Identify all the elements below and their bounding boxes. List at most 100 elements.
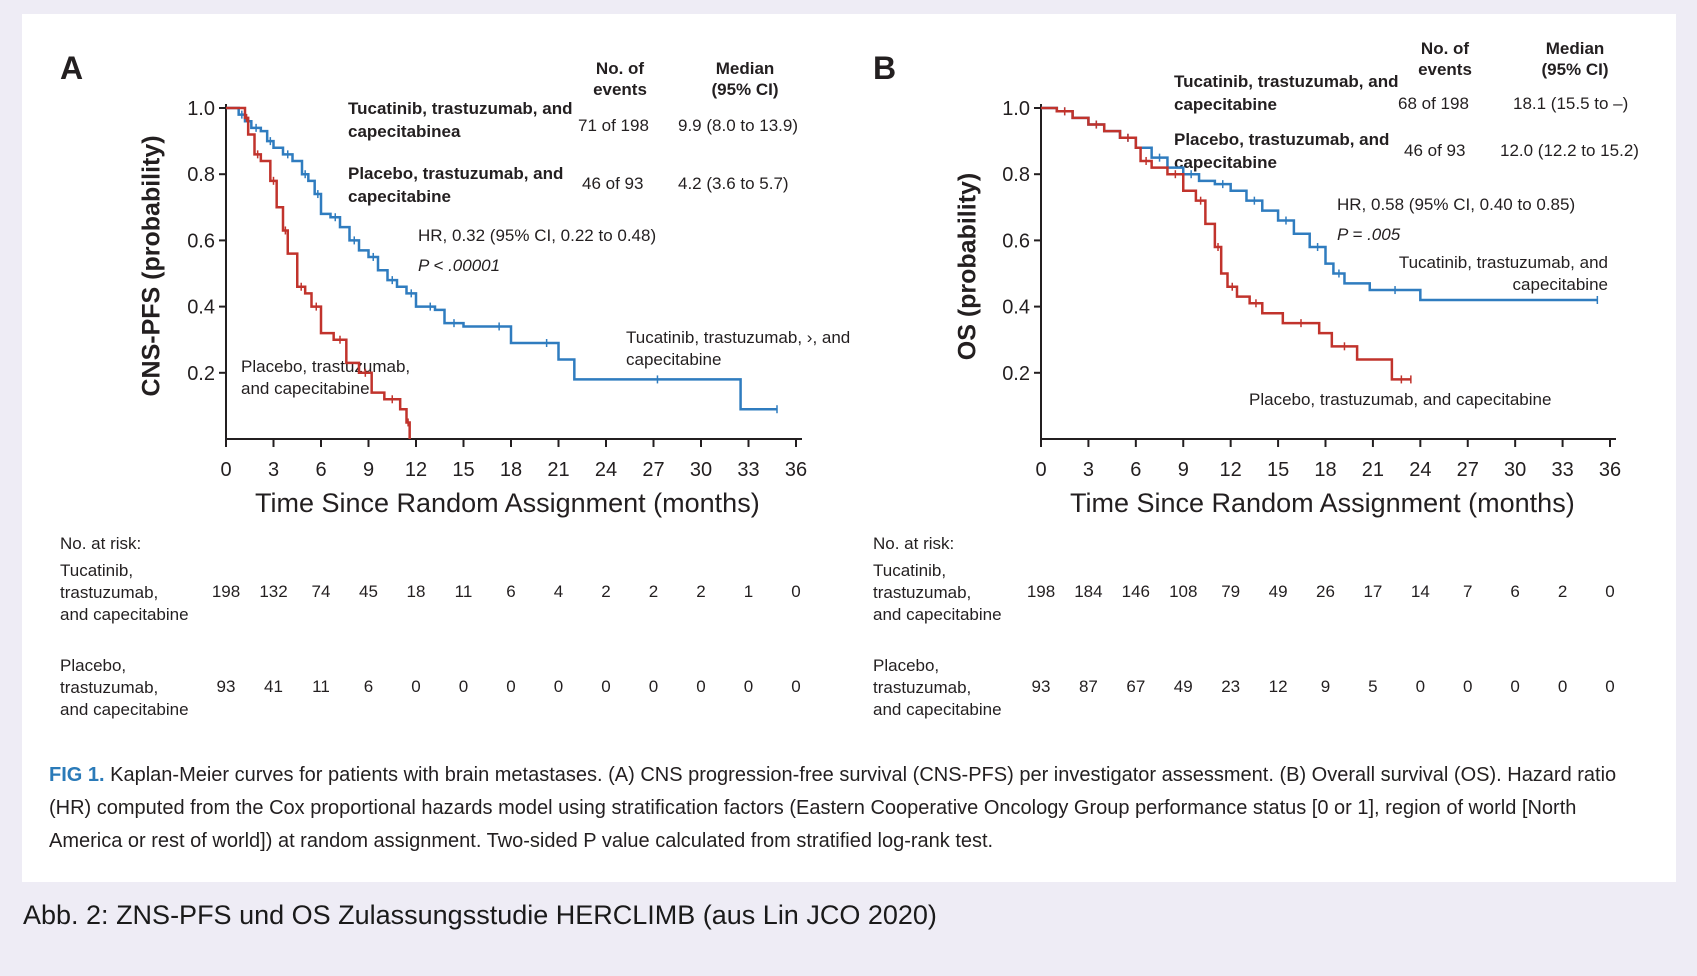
at-risk-value: 0	[1605, 677, 1615, 696]
at-risk-value: 12	[1268, 677, 1288, 696]
legend-arm-tucatinib-b: Tucatinib, trastuzumab, and capecitabine	[1174, 72, 1399, 114]
at-risk-value: 45	[359, 582, 378, 601]
at-risk-value: 2	[601, 582, 611, 601]
y-tick-label: 0.2	[187, 363, 215, 385]
at-risk-value: 87	[1078, 677, 1098, 696]
at-risk-arm-line: and capecitabine	[873, 605, 1002, 624]
x-tick-label: 12	[405, 459, 427, 481]
y-tick-label: 0.8	[187, 164, 215, 186]
at-risk-value: 26	[1316, 582, 1335, 601]
at-risk-value: 198	[1026, 582, 1056, 601]
at-risk-value: 6	[506, 582, 516, 601]
at-risk-arm-tucatinib-a: Tucatinib, trastuzumab, and capecitabine	[60, 560, 189, 626]
at-risk-value: 17	[1363, 582, 1383, 601]
x-tick-label: 30	[1504, 459, 1526, 481]
at-risk-value: 2	[648, 582, 659, 601]
at-risk-value: 18	[406, 582, 426, 601]
at-risk-value: 93	[216, 677, 236, 696]
at-risk-value: 49	[1173, 677, 1193, 696]
at-risk-value: 0	[411, 677, 421, 696]
at-risk-value: 0	[1463, 677, 1473, 696]
at-risk-value: 74	[311, 582, 331, 601]
at-risk-value: 11	[454, 582, 473, 601]
at-risk-title-a: No. at risk:	[60, 534, 142, 553]
x-tick-label: 6	[1130, 459, 1141, 481]
at-risk-value: 132	[259, 582, 288, 601]
p-text-a: P < .00001	[418, 256, 501, 275]
at-risk-value: 0	[553, 677, 564, 696]
at-risk-value: 0	[506, 677, 516, 696]
at-risk-value: 1	[743, 582, 754, 601]
at-risk-value: 0	[743, 677, 754, 696]
x-tick-label: 9	[1178, 459, 1189, 481]
y-tick-label: 0.4	[1002, 297, 1030, 319]
at-risk-arm-line: trastuzumab,	[873, 583, 972, 602]
at-risk-value: 5	[1368, 677, 1378, 696]
at-risk-value: 6	[1510, 582, 1520, 601]
at-risk-value: 0	[791, 677, 801, 696]
at-risk-value: 0	[1605, 582, 1615, 601]
at-risk-value: 0	[791, 582, 801, 601]
curve-label-placebo-a: Placebo, trastuzumab, and capecitabine	[241, 357, 411, 398]
at-risk-arm-placebo-b: Placebo, trastuzumab, and capecitabine	[873, 655, 1002, 721]
at-risk-value: 0	[1510, 677, 1520, 696]
km-curve-tucatinib	[226, 106, 777, 411]
x-tick-label: 3	[268, 459, 279, 481]
at-risk-arm-tucatinib-b: Tucatinib, trastuzumab, and capecitabine	[873, 560, 1002, 626]
at-risk-arm-line: and capecitabine	[873, 700, 1002, 719]
legend-arm-placebo-a: Placebo, trastuzumab, and capecitabine	[348, 164, 564, 206]
x-tick-label: 21	[547, 459, 569, 481]
at-risk-arm-line: Tucatinib,	[60, 561, 134, 580]
at-risk-value: 108	[1169, 582, 1198, 601]
y-tick-label: 0.8	[1002, 164, 1030, 186]
median-placebo-a: 4.2 (3.6 to 5.7)	[678, 174, 789, 193]
at-risk-arm-line: trastuzumab,	[60, 678, 159, 697]
at-risk-value: 0	[696, 677, 706, 696]
median-header-b: Median (95% CI)	[1541, 39, 1609, 79]
km-curve-placebo	[226, 106, 411, 439]
at-risk-value: 4	[553, 582, 564, 601]
x-tick-label: 15	[452, 459, 474, 481]
at-risk-value: 6	[363, 677, 374, 696]
at-risk-arm-line: trastuzumab,	[60, 583, 159, 602]
x-tick-label: 24	[595, 459, 617, 481]
at-risk-value: 11	[312, 677, 330, 696]
at-risk-value: 2	[696, 582, 706, 601]
legend-arm-placebo-b: Placebo, trastuzumab, and capecitabine	[1174, 130, 1390, 172]
km-curve-placebo	[1041, 106, 1411, 381]
at-risk-arm-placebo-a: Placebo, trastuzumab, and capecitabine	[60, 655, 189, 721]
y-tick-label: 0.4	[187, 297, 215, 319]
at-risk-value: 0	[1415, 677, 1426, 696]
y-tick-label: 1.0	[1002, 98, 1030, 120]
x-tick-label: 21	[1362, 459, 1384, 481]
at-risk-arm-line: Placebo,	[873, 656, 940, 675]
caption-text: Kaplan-Meier curves for patients with br…	[49, 764, 1617, 852]
at-risk-value: 184	[1074, 582, 1103, 601]
x-axis-label-a: Time Since Random Assignment (months)	[255, 488, 760, 518]
y-tick-label: 1.0	[187, 98, 215, 120]
at-risk-value: 23	[1221, 677, 1241, 696]
curve-label-tucatinib-a: Tucatinib, trastuzumab, ›, and capecitab…	[626, 328, 851, 369]
x-tick-label: 18	[1314, 459, 1336, 481]
p-text-b: P = .005	[1337, 225, 1401, 244]
events-tucatinib-a: 71 of 198	[578, 116, 649, 135]
x-tick-label: 33	[737, 459, 759, 481]
figure-label: FIG 1.	[49, 764, 105, 786]
figure-card	[22, 14, 1676, 882]
x-tick-label: 3	[1083, 459, 1094, 481]
at-risk-arm-line: trastuzumab,	[873, 678, 972, 697]
x-tick-label: 15	[1267, 459, 1289, 481]
x-tick-label: 0	[1035, 459, 1046, 481]
x-tick-label: 27	[642, 459, 664, 481]
x-tick-label: 9	[363, 459, 374, 481]
at-risk-arm-line: and capecitabine	[60, 605, 189, 624]
x-tick-label: 30	[690, 459, 712, 481]
x-tick-label: 24	[1409, 459, 1431, 481]
at-risk-value: 7	[1463, 582, 1473, 601]
at-risk-title-b: No. at risk:	[873, 534, 955, 553]
at-risk-value: 0	[648, 677, 659, 696]
hr-text-b: HR, 0.58 (95% CI, 0.40 to 0.85)	[1337, 195, 1576, 214]
median-tucatinib-a: 9.9 (8.0 to 13.9)	[678, 116, 799, 135]
x-tick-label: 36	[1599, 459, 1621, 481]
